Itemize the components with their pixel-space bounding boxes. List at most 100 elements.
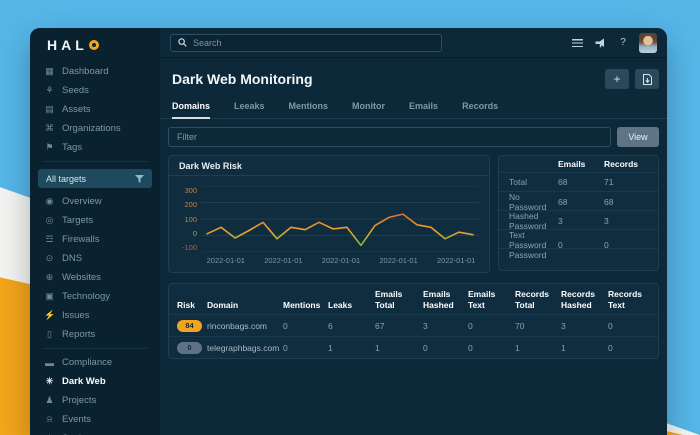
sidebar-item-websites[interactable]: ⊕ Websites xyxy=(30,268,160,287)
summary-row-hashed-password: Hashed Password 3 3 xyxy=(499,211,658,231)
cell-records-hashed: 1 xyxy=(561,342,566,353)
sidebar-item-organizations[interactable]: ⌘ Organizations xyxy=(30,119,160,138)
col-domain: Domain xyxy=(207,299,239,310)
sidebar-item-compliance[interactable]: ▬ Compliance xyxy=(30,353,160,372)
risk-badge: 0 xyxy=(177,341,202,354)
tasklist-icon[interactable] xyxy=(570,36,584,50)
sidebar-item-events[interactable]: ⍾ Events xyxy=(30,410,160,429)
document-icon xyxy=(642,73,652,85)
risk-badge: 84 xyxy=(177,319,202,332)
domain-link[interactable]: rinconbags.com xyxy=(207,320,268,331)
sidebar-item-assets[interactable]: ▤ Assets xyxy=(30,100,160,119)
sidebar-item-overview[interactable]: ◉ Overview xyxy=(30,192,160,211)
tags-icon: ⚑ xyxy=(45,142,54,152)
cell-emails-text: 0 xyxy=(468,342,473,353)
sidebar-item-targets[interactable]: ◎ Targets xyxy=(30,211,160,230)
col-emails-total: Emails Total xyxy=(375,289,403,310)
tab-mentions[interactable]: Mentions xyxy=(288,101,329,111)
search-input[interactable] xyxy=(193,37,434,48)
sidebar-item-label: Projects xyxy=(62,395,97,406)
technology-icon: ▣ xyxy=(45,291,54,301)
y-tick: 0 xyxy=(192,228,197,238)
websites-icon: ⊕ xyxy=(45,272,54,282)
user-avatar[interactable] xyxy=(639,32,657,53)
sidebar-item-reports[interactable]: ▯ Reports xyxy=(30,325,160,344)
sidebar-item-issues[interactable]: ⚡ Issues xyxy=(30,306,160,325)
sidebar-item-label: Issues xyxy=(62,310,90,321)
tab-leaks[interactable]: Leeaks xyxy=(234,101,265,111)
sidebar-item-dashboard[interactable]: ▦ Dashboard xyxy=(30,62,160,81)
logo-o-ring: O xyxy=(88,40,99,50)
tab-records[interactable]: Records xyxy=(462,101,499,111)
y-tick: 200 xyxy=(184,200,197,210)
sidebar-divider xyxy=(42,161,148,162)
cell-emails-text: 0 xyxy=(468,320,473,331)
domain-link[interactable]: telegraphbags.com xyxy=(207,342,280,353)
tab-emails[interactable]: Emails xyxy=(409,101,439,111)
targets-icon: ◎ xyxy=(45,215,54,225)
summary-value: 3 xyxy=(558,216,563,226)
search-box[interactable] xyxy=(170,33,442,52)
sidebar-item-label: Seeds xyxy=(62,85,89,96)
export-report-button[interactable] xyxy=(635,69,659,89)
compliance-icon: ▬ xyxy=(45,357,54,368)
tab-bar: Domains Leeaks Mentions Monitor Emails R… xyxy=(160,96,667,119)
megaphone-icon[interactable] xyxy=(593,36,607,50)
cell-mentions: 0 xyxy=(283,320,288,331)
cell-emails-total: 67 xyxy=(375,320,385,331)
domains-table-header: Risk Domain Mentions Leaks Emails Total E… xyxy=(169,284,658,314)
target-selector[interactable]: All targets xyxy=(38,169,152,188)
filter-input[interactable] xyxy=(168,127,611,147)
summary-row-no-password: No Password 68 68 xyxy=(499,192,658,212)
sidebar-divider xyxy=(42,348,148,349)
sidebar-item-technology[interactable]: ▣ Technology xyxy=(30,287,160,306)
filter-row: View xyxy=(160,119,667,153)
table-row[interactable]: 0 telegraphbags.com 0 1 1 0 0 1 1 0 xyxy=(169,336,658,358)
summary-value: 71 xyxy=(604,177,614,187)
tab-monitor[interactable]: Monitor xyxy=(352,101,386,111)
cell-records-total: 1 xyxy=(515,342,520,353)
page-title: Dark Web Monitoring xyxy=(172,71,313,87)
risk-chart-svg xyxy=(201,186,479,252)
sidebar-item-settings[interactable]: ⚙ Settings xyxy=(30,429,160,435)
issues-icon: ⚡ xyxy=(44,310,56,320)
summary-value: 68 xyxy=(558,177,568,187)
col-risk: Risk xyxy=(177,299,195,310)
x-tick: 2022-01-01 xyxy=(321,256,361,265)
content-row: Dark Web Risk 300 200 100 0 -100 xyxy=(160,153,667,273)
chart-body: 300 200 100 0 -100 xyxy=(169,176,489,252)
y-tick: 100 xyxy=(184,214,197,224)
sidebar-item-dark-web[interactable]: ✳ Dark Web xyxy=(30,372,160,391)
sidebar-item-firewalls[interactable]: ☲ Firewalls xyxy=(30,230,160,249)
sidebar-item-label: Technology xyxy=(62,291,111,302)
chart-plot-area xyxy=(201,186,479,252)
x-tick: 2022-01-01 xyxy=(264,256,303,265)
app-window: HALO ▦ Dashboard ⚘ Seeds ▤ Assets ⌘ Orga… xyxy=(30,28,667,435)
domains-table: Risk Domain Mentions Leaks Emails Total E… xyxy=(168,283,659,360)
sidebar-item-seeds[interactable]: ⚘ Seeds xyxy=(30,81,160,100)
sidebar-item-label: Assets xyxy=(62,104,91,115)
summary-row-label: No Password xyxy=(509,192,547,212)
topbar: ? xyxy=(160,28,667,58)
summary-value: 68 xyxy=(604,197,614,207)
y-tick: -100 xyxy=(181,243,197,252)
summary-value: 0 xyxy=(558,240,563,250)
sidebar-item-label: DNS xyxy=(62,253,83,264)
sidebar-item-tags[interactable]: ⚑ Tags xyxy=(30,138,160,157)
projects-icon: ♟ xyxy=(45,395,54,405)
filter-funnel-icon xyxy=(135,174,144,183)
add-button[interactable]: + xyxy=(605,69,629,89)
organizations-icon: ⌘ xyxy=(45,123,54,133)
tab-domains[interactable]: Domains xyxy=(172,96,211,119)
chart-x-axis: 2022-01-01 2022-01-01 2022-01-01 2022-01… xyxy=(169,252,489,272)
assets-icon: ▤ xyxy=(45,104,54,114)
search-icon xyxy=(178,38,187,47)
dns-icon: ⊙ xyxy=(45,253,54,263)
sidebar-item-projects[interactable]: ♟ Projects xyxy=(30,391,160,410)
logo-text: HAL xyxy=(47,37,88,53)
settings-icon: ⚙ xyxy=(44,433,55,435)
help-icon[interactable]: ? xyxy=(620,37,626,48)
table-row[interactable]: 84 rinconbags.com 0 6 67 3 0 70 3 0 xyxy=(169,314,658,336)
view-button[interactable]: View xyxy=(617,127,659,147)
sidebar-item-dns[interactable]: ⊙ DNS xyxy=(30,249,160,268)
